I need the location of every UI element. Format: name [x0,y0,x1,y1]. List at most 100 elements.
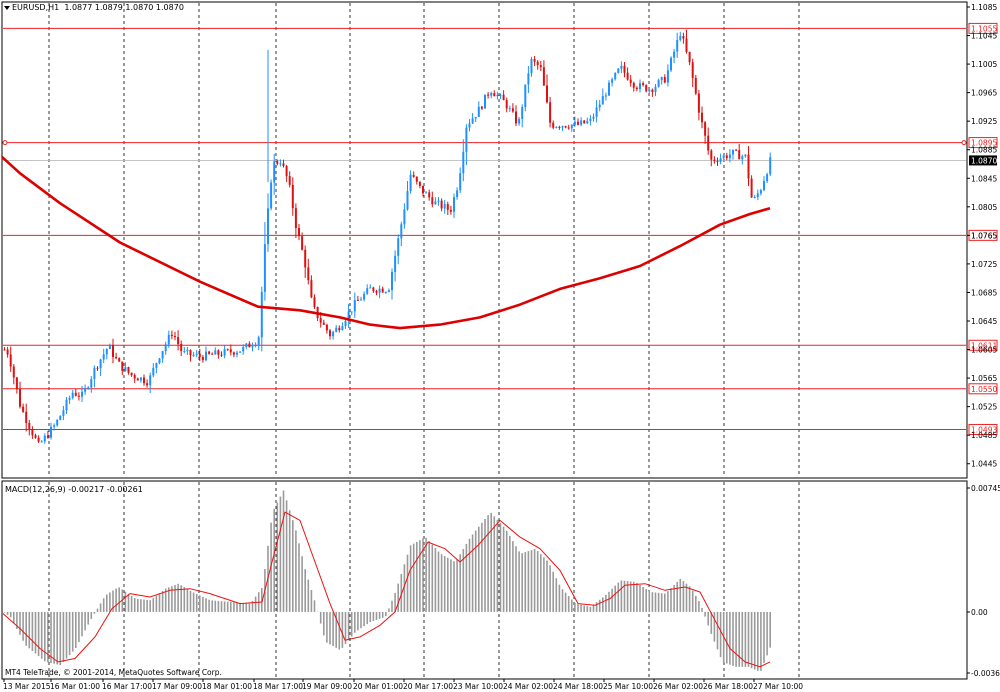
candle-body [496,95,499,97]
candle-body [577,121,579,125]
moving-average-line [1,155,771,330]
chart-menu-triangle-icon[interactable] [4,6,10,10]
candle-body [657,80,660,87]
candle-body [645,85,648,92]
candle-body [586,120,589,124]
candle-body [313,297,316,307]
level-handle [961,140,967,146]
candle-body [118,358,121,362]
y-tick-label: 1.0605 [971,346,997,355]
x-tick-label: 23 Mar 10:00 [453,682,503,691]
candle-body [716,161,719,163]
candle-body [484,94,486,109]
candle-body [704,122,707,136]
candle-body [112,345,114,357]
candle-body [198,353,201,358]
candle-body [580,120,583,125]
candle-body [232,352,235,355]
candle-body [301,236,304,250]
signal-path [2,511,771,668]
candle-body [139,377,142,381]
candle-body [567,127,570,129]
candle-body [28,422,31,430]
x-tick-label: 26 Mar 02:00 [653,682,703,691]
candle-body [595,107,598,117]
x-tick-label: 25 Mar 10:00 [603,682,653,691]
horizontal-levels[interactable]: 1.1055 1.0895 1.0765 1.0611 1.0550 1.0493 [2,22,998,435]
y-tick-label: 1.0445 [971,460,997,469]
candle-body [105,349,108,355]
level-tag-label: 1.0493 [971,425,997,434]
candle-body [539,65,542,68]
candle-body [499,94,502,96]
candle-body [254,344,257,347]
candle-body [50,426,52,438]
candle-body [701,112,703,123]
y-tick-label: 1.0485 [971,431,997,440]
candle-body [143,377,145,384]
candle-body [502,94,505,101]
y-tick-label: 1.0645 [971,317,997,326]
price-pane-frame [1,1,968,479]
candle-body [676,39,679,52]
moving-average-path [1,155,771,330]
candle-body [453,197,455,212]
candle-body [722,155,725,159]
x-tick-label: 13 Mar 2015 [3,682,51,691]
candle-body [56,419,59,426]
candle-body [347,311,350,321]
candle-body [660,77,663,81]
candle-body [59,415,62,420]
candle-body [229,349,232,353]
candle-body [629,79,632,83]
candle-body [133,375,136,379]
candle-body [443,204,446,209]
candle-body [285,165,288,177]
x-tick-label: 24 Mar 02:00 [503,682,553,691]
candle-body [691,62,694,78]
y-tick-label: 1.0525 [971,403,997,412]
candle-body [431,197,434,205]
candle-body [335,327,338,332]
chart-frames [1,1,968,680]
candle-body [307,267,310,281]
candle-body [406,191,409,210]
candle-body [183,351,186,353]
candle-body [214,350,217,355]
y-tick-label: 1.0765 [971,231,997,240]
candle-body [415,176,418,182]
candle-body [707,135,710,151]
x-tick-label: 17 Mar 09:00 [152,682,202,691]
y-tick-label: 1.1045 [971,32,997,41]
candle-body [713,159,716,162]
candle-body [350,311,353,313]
x-tick-label: 27 Mar 10:00 [753,682,803,691]
candle-body [298,227,300,237]
candle-body [384,291,387,293]
x-tick-label: 16 Mar 17:00 [102,682,152,691]
candle-body [211,353,214,355]
candle-body [474,116,477,119]
candle-body [710,150,713,160]
candle-body [456,190,459,198]
candle-body [205,351,207,361]
candle-body [192,354,195,356]
candle-body [372,287,375,292]
candle-body [223,349,226,356]
candle-body [542,67,545,86]
candle-body [570,124,573,129]
candle-body [217,350,220,355]
candle-body [688,51,691,63]
candle-body [738,150,741,160]
candle-body [583,120,586,124]
candle-body [3,349,6,351]
candle-body [403,209,406,225]
candle-body [573,121,576,125]
candle-body [356,299,359,301]
candle-body [369,287,372,289]
candle-body [248,343,251,348]
candle-body [152,367,155,376]
candle-body [505,100,508,109]
